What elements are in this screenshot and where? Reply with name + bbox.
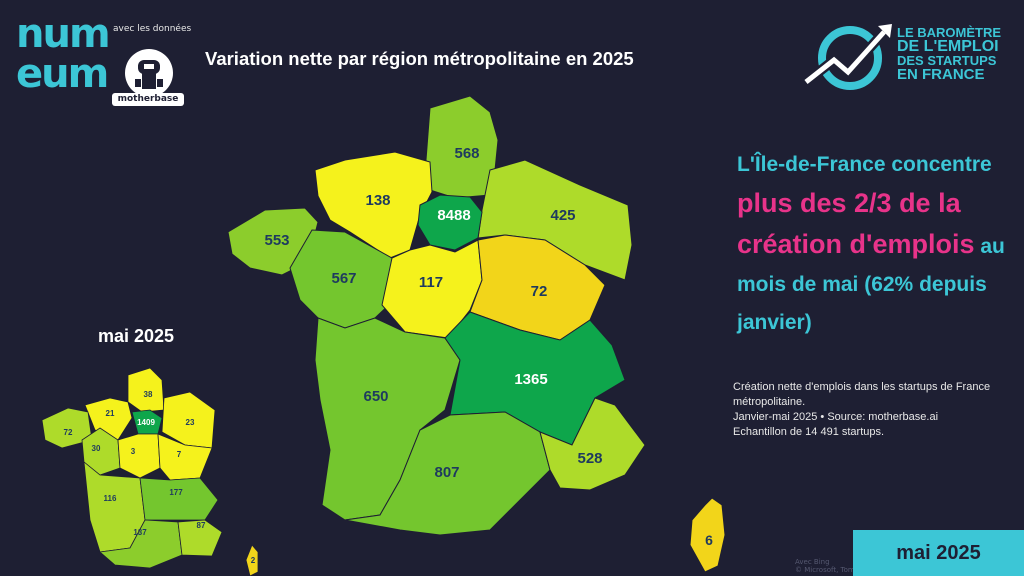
mini-value-label-provence-alpes-cote-d-azur: 87 [197, 521, 206, 530]
barometre-line-4: en France [897, 66, 985, 83]
mini-value-label-bretagne: 72 [64, 428, 73, 437]
attribution-line-1: Avec Bing [795, 558, 830, 566]
mini-map-labels: 38 21 1409 23 72 30 3 7 116 177 137 87 2 [64, 390, 256, 565]
mini-value-label-ile-de-france: 1409 [137, 418, 155, 427]
main-map-labels: 568 138 8488 425 553 567 117 72 650 1365 807 528 6 [264, 145, 713, 548]
value-label-occitanie: 807 [434, 464, 459, 481]
mini-value-label-nouvelle-aquitaine: 116 [104, 494, 117, 503]
headline-part-3: au mois de mai (62% depuis janvier) [737, 235, 1005, 334]
mini-map-title: mai 2025 [98, 326, 175, 346]
headline: L'Île-de-France concentre plus des 2/3 d… [737, 146, 1017, 342]
barometre-chart-icon [802, 24, 892, 90]
value-label-normandie: 138 [365, 192, 390, 209]
numeum-logo: num eum [16, 11, 111, 97]
motherbase-logo-label: motherbase [112, 93, 184, 106]
mini-value-label-corse: 2 [251, 556, 256, 565]
value-label-provence-alpes-cote-d-azur: 528 [577, 450, 602, 467]
value-label-bourgogne-franche-comte: 72 [531, 283, 548, 300]
headline-highlight: plus des 2/3 de la création d'emplois [737, 188, 975, 259]
note-line-3: Echantillon de 14 491 startups. [733, 426, 885, 438]
value-label-pays-de-la-loire: 567 [331, 270, 356, 287]
mini-region-corse [245, 544, 259, 576]
headline-part-1: L'Île-de-France concentre [737, 153, 992, 176]
region-corse [689, 497, 726, 573]
mini-region-normandie [84, 397, 133, 441]
value-label-auvergne-rhone-alpes: 1365 [514, 371, 547, 388]
mini-value-label-normandie: 21 [106, 409, 115, 418]
attribution-line-2: © Microsoft, TomTom [795, 566, 869, 574]
region-ile-de-france [417, 194, 483, 251]
mini-value-label-auvergne-rhone-alpes: 177 [169, 488, 183, 497]
mini-region-auvergne-rhone-alpes [139, 477, 219, 521]
logo-line-1: num [16, 11, 111, 57]
value-label-nouvelle-aquitaine: 650 [363, 388, 388, 405]
map-attribution: Avec Bing © Microsoft, TomTom [795, 558, 869, 574]
mini-region-centre-val-de-loire [117, 433, 161, 479]
mini-value-label-pays-de-la-loire: 30 [92, 444, 101, 453]
mini-region-ile-de-france [131, 409, 163, 435]
mini-value-label-centre-val-de-loire: 3 [131, 447, 136, 456]
barometre-logo-text: Le baromètre de l'emploi des startups en… [897, 25, 1001, 83]
logo-line-2: eum [16, 51, 109, 97]
value-label-centre-val-de-loire: 117 [419, 274, 443, 291]
region-provence-alpes-cote-azur [539, 397, 646, 491]
avec-les-donnees: avec les données [113, 24, 192, 34]
mini-value-label-occitanie: 137 [133, 528, 147, 537]
date-badge: mai 2025 [853, 530, 1024, 576]
note-line-1: Création nette d'emplois dans les startu… [733, 381, 991, 408]
motherbase-robot-icon [125, 49, 173, 97]
value-label-corse: 6 [705, 532, 713, 548]
value-label-ile-de-france: 8488 [437, 207, 470, 224]
mini-region-provence-alpes-cote-azur [177, 519, 223, 557]
note-line-2: Janvier-mai 2025 • Source: motherbase.ai [733, 411, 939, 423]
value-label-grand-est: 425 [550, 207, 575, 224]
barometre-line-3: des startups [897, 53, 997, 68]
value-label-bretagne: 553 [264, 232, 289, 249]
mini-value-label-bourgogne-franche-comte: 7 [177, 450, 182, 459]
barometre-line-2: de l'emploi [897, 38, 999, 55]
region-normandie [314, 151, 433, 259]
value-label-hauts-de-france: 568 [454, 145, 479, 162]
page-title: Variation nette par région métropolitain… [205, 48, 634, 69]
source-note: Création nette d'emplois dans les startu… [733, 380, 1013, 440]
barometre-line-1: Le baromètre [897, 25, 1001, 40]
mini-value-label-grand-est: 23 [186, 418, 195, 427]
mini-value-label-hauts-de-france: 38 [144, 390, 153, 399]
